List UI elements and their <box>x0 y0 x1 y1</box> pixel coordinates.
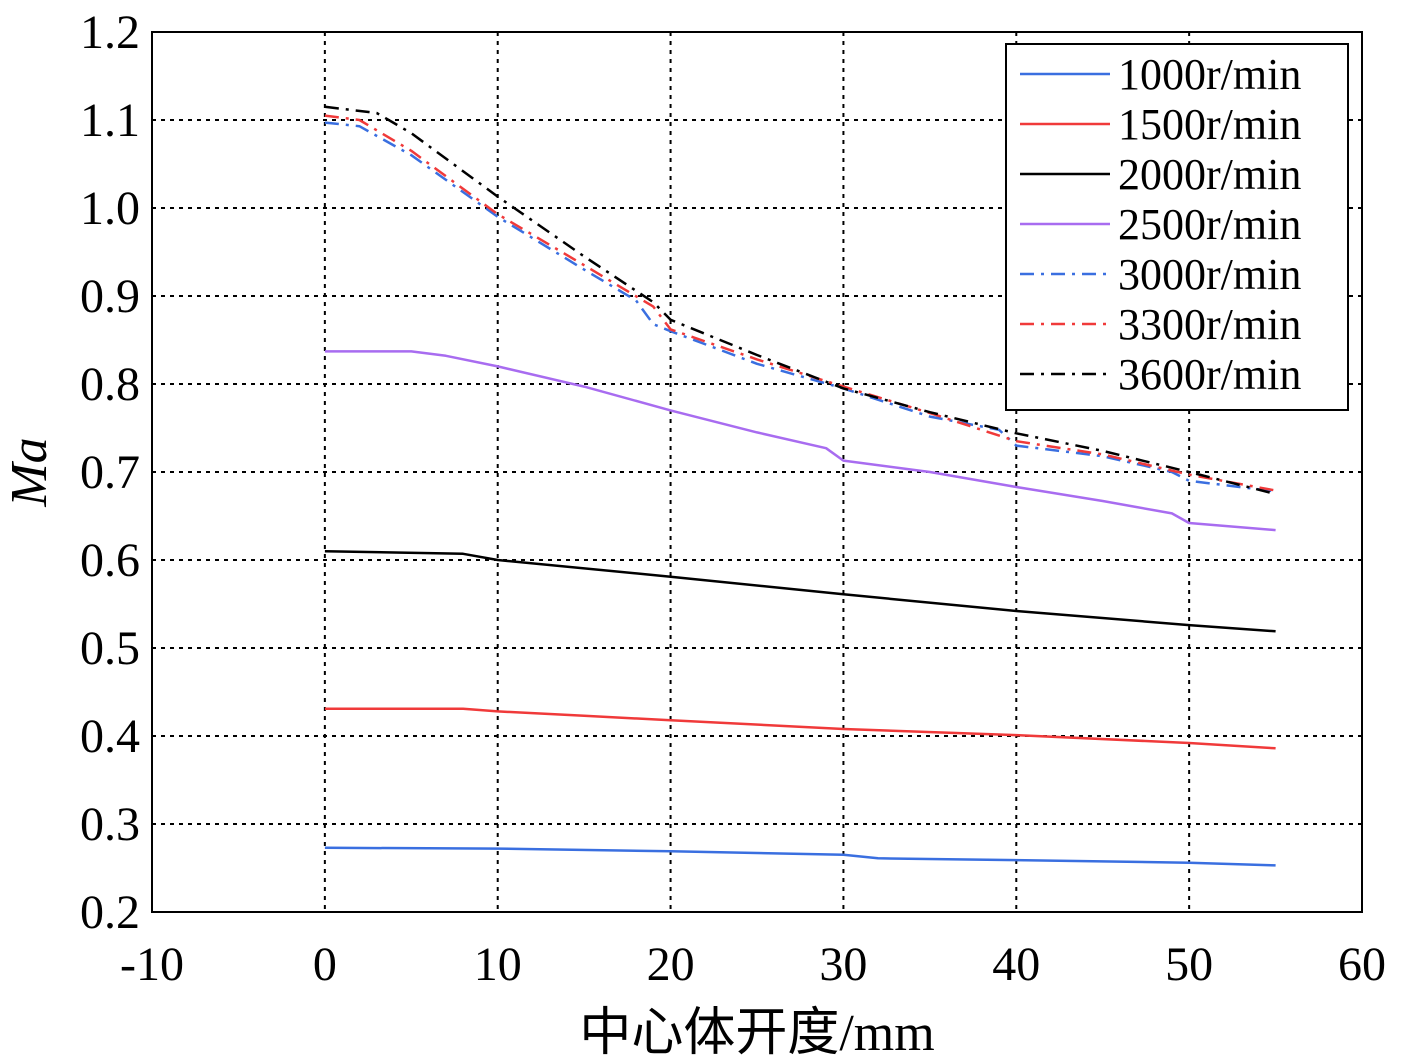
y-axis-label: Ma <box>1 437 58 507</box>
series-line-3000r/min <box>324 121 1276 493</box>
y-tick-label: 0.9 <box>80 270 140 323</box>
x-tick-label: 50 <box>1165 938 1213 991</box>
legend-label: 1500r/min <box>1118 100 1301 149</box>
series-line-2500r/min <box>324 350 1276 532</box>
legend-box <box>1005 43 1349 411</box>
series-line-2000r/min <box>324 549 1276 633</box>
y-tick-label: 0.8 <box>80 358 140 411</box>
x-axis-label: 中心体开度/mm <box>579 1005 934 1062</box>
x-tick-label: 0 <box>313 938 337 991</box>
legend: 1000r/min1500r/min2000r/min2500r/min3000… <box>1005 43 1349 411</box>
legend-label: 2000r/min <box>1118 150 1301 199</box>
legend-label: 2500r/min <box>1118 200 1301 249</box>
x-tick-label: 60 <box>1338 938 1386 991</box>
x-tick-label: -10 <box>120 938 184 991</box>
y-tick-label: 0.4 <box>80 710 140 763</box>
x-tick-label: 10 <box>474 938 522 991</box>
x-tick-label: 20 <box>647 938 695 991</box>
y-tick-label: 0.6 <box>80 534 140 587</box>
tick-labels: -10 0 10 20 30 40 50 60 0.2 0.3 0.4 0.5 0.6 0.7 0.8 0.9… <box>80 6 1386 991</box>
series-line-3300r/min <box>324 114 1276 492</box>
series-line-3600r/min <box>324 105 1276 496</box>
y-tick-label: 0.5 <box>80 622 140 675</box>
y-tick-label: 0.2 <box>80 886 140 939</box>
plot-frame <box>151 31 1363 913</box>
y-tick-label: 1.2 <box>80 6 140 59</box>
series-line-1500r/min <box>324 707 1276 750</box>
legend-label: 3000r/min <box>1118 250 1301 299</box>
y-tick-label: 0.7 <box>80 446 140 499</box>
y-tick-label: 1.0 <box>80 182 140 235</box>
legend-label: 3300r/min <box>1118 300 1301 349</box>
legend-label: 3600r/min <box>1118 350 1301 399</box>
legend-label: 1000r/min <box>1118 50 1301 99</box>
x-tick-label: 30 <box>819 938 867 991</box>
series-line-1000r/min <box>324 846 1276 867</box>
series-lines <box>324 105 1276 867</box>
y-tick-label: 0.3 <box>80 798 140 851</box>
y-tick-label: 1.1 <box>80 94 140 147</box>
x-tick-label: 40 <box>992 938 1040 991</box>
